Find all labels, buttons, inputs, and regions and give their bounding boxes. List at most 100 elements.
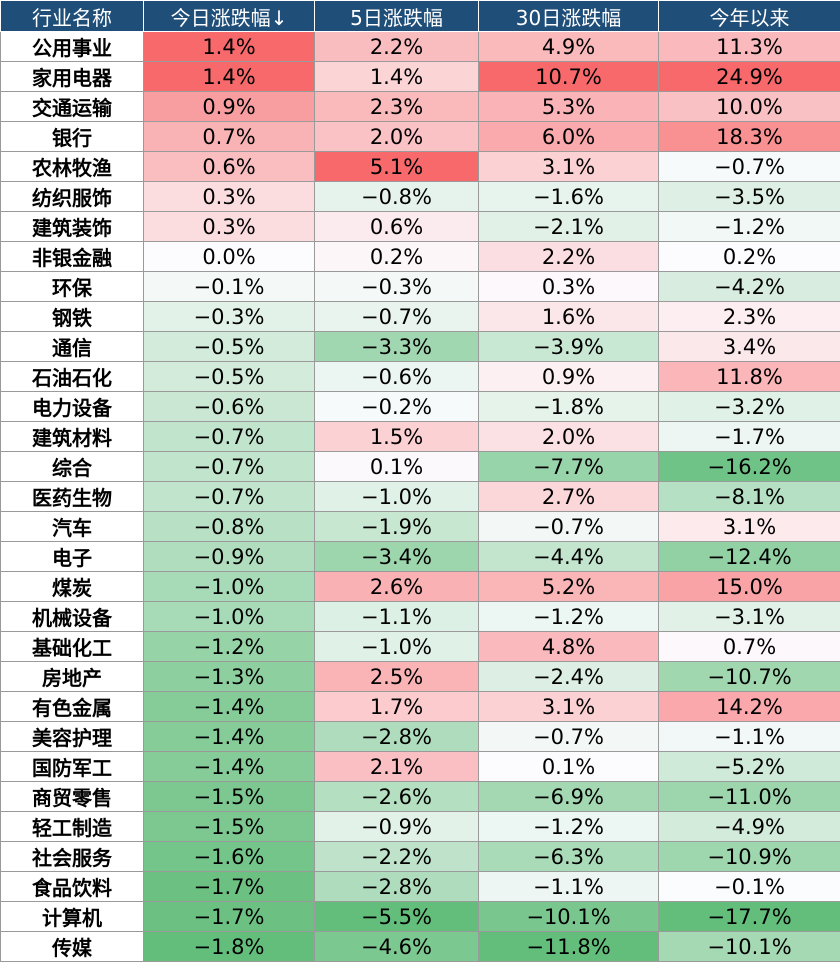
cell-ytd-change: −4.2% (659, 272, 840, 302)
cell-5day-change: −5.5% (315, 902, 479, 932)
industry-name-cell: 计算机 (1, 902, 144, 932)
table-row: 煤炭−1.0%2.6%5.2%15.0% (1, 572, 840, 602)
column-header-30day-change[interactable]: 30日涨跌幅 (479, 1, 659, 32)
industry-name-cell: 机械设备 (1, 602, 144, 632)
table-row: 建筑材料−0.7%1.5%2.0%−1.7% (1, 422, 840, 452)
industry-name-cell: 农林牧渔 (1, 152, 144, 182)
cell-30day-change: 3.1% (479, 692, 659, 722)
table-row: 石油石化−0.5%−0.6%0.9%11.8% (1, 362, 840, 392)
cell-30day-change: 4.8% (479, 632, 659, 662)
cell-ytd-change: −1.1% (659, 722, 840, 752)
column-header-5day-change[interactable]: 5日涨跌幅 (315, 1, 479, 32)
cell-5day-change: −2.8% (315, 722, 479, 752)
cell-ytd-change: −5.2% (659, 752, 840, 782)
cell-5day-change: 1.5% (315, 422, 479, 452)
cell-30day-change: 0.1% (479, 752, 659, 782)
table-row: 商贸零售−1.5%−2.6%−6.9%−11.0% (1, 782, 840, 812)
industry-name-cell: 通信 (1, 332, 144, 362)
industry-name-cell: 社会服务 (1, 842, 144, 872)
industry-name-cell: 纺织服饰 (1, 182, 144, 212)
cell-5day-change: −0.9% (315, 812, 479, 842)
cell-today-change: −1.0% (144, 602, 315, 632)
cell-today-change: −1.4% (144, 692, 315, 722)
cell-ytd-change: −17.7% (659, 902, 840, 932)
cell-5day-change: −4.6% (315, 932, 479, 962)
table-row: 综合−0.7%0.1%−7.7%−16.2% (1, 452, 840, 482)
cell-30day-change: −1.2% (479, 602, 659, 632)
cell-ytd-change: 15.0% (659, 572, 840, 602)
cell-today-change: 0.3% (144, 212, 315, 242)
cell-ytd-change: −3.2% (659, 392, 840, 422)
cell-5day-change: 2.0% (315, 122, 479, 152)
cell-5day-change: 2.6% (315, 572, 479, 602)
cell-today-change: −1.4% (144, 722, 315, 752)
table-row: 通信−0.5%−3.3%−3.9%3.4% (1, 332, 840, 362)
cell-today-change: −0.3% (144, 302, 315, 332)
table-row: 电力设备−0.6%−0.2%−1.8%−3.2% (1, 392, 840, 422)
cell-5day-change: −1.0% (315, 482, 479, 512)
cell-30day-change: −6.9% (479, 782, 659, 812)
cell-ytd-change: −12.4% (659, 542, 840, 572)
cell-ytd-change: 11.3% (659, 32, 840, 62)
cell-30day-change: 0.9% (479, 362, 659, 392)
cell-5day-change: 2.2% (315, 32, 479, 62)
cell-30day-change: −2.4% (479, 662, 659, 692)
cell-5day-change: −3.3% (315, 332, 479, 362)
cell-ytd-change: 2.3% (659, 302, 840, 332)
cell-5day-change: −3.4% (315, 542, 479, 572)
cell-today-change: 1.4% (144, 32, 315, 62)
cell-30day-change: −11.8% (479, 932, 659, 962)
cell-today-change: 0.9% (144, 92, 315, 122)
industry-name-cell: 建筑材料 (1, 422, 144, 452)
cell-today-change: −1.7% (144, 902, 315, 932)
column-header-industry[interactable]: 行业名称 (1, 1, 144, 32)
cell-5day-change: −0.7% (315, 302, 479, 332)
cell-today-change: −0.7% (144, 482, 315, 512)
cell-30day-change: −0.7% (479, 512, 659, 542)
cell-today-change: −1.0% (144, 572, 315, 602)
cell-30day-change: −0.7% (479, 722, 659, 752)
cell-ytd-change: −3.1% (659, 602, 840, 632)
cell-today-change: −0.7% (144, 422, 315, 452)
cell-30day-change: −7.7% (479, 452, 659, 482)
cell-5day-change: −0.8% (315, 182, 479, 212)
cell-ytd-change: 3.1% (659, 512, 840, 542)
cell-ytd-change: −1.2% (659, 212, 840, 242)
cell-30day-change: −3.9% (479, 332, 659, 362)
cell-5day-change: 0.2% (315, 242, 479, 272)
cell-today-change: −1.2% (144, 632, 315, 662)
industry-name-cell: 煤炭 (1, 572, 144, 602)
cell-5day-change: 5.1% (315, 152, 479, 182)
industry-name-cell: 基础化工 (1, 632, 144, 662)
cell-ytd-change: −11.0% (659, 782, 840, 812)
industry-name-cell: 汽车 (1, 512, 144, 542)
cell-30day-change: 3.1% (479, 152, 659, 182)
cell-30day-change: 2.0% (479, 422, 659, 452)
cell-30day-change: 1.6% (479, 302, 659, 332)
cell-today-change: −1.3% (144, 662, 315, 692)
cell-30day-change: −1.8% (479, 392, 659, 422)
cell-5day-change: −0.3% (315, 272, 479, 302)
cell-today-change: −0.7% (144, 452, 315, 482)
cell-today-change: −0.6% (144, 392, 315, 422)
table-row: 环保−0.1%−0.3%0.3%−4.2% (1, 272, 840, 302)
cell-today-change: −0.5% (144, 362, 315, 392)
cell-30day-change: 5.2% (479, 572, 659, 602)
column-header-ytd-change[interactable]: 今年以来 (659, 1, 840, 32)
industry-name-cell: 钢铁 (1, 302, 144, 332)
cell-ytd-change: −3.5% (659, 182, 840, 212)
cell-30day-change: 5.3% (479, 92, 659, 122)
cell-today-change: −1.5% (144, 812, 315, 842)
table-row: 国防军工−1.4%2.1%0.1%−5.2% (1, 752, 840, 782)
cell-ytd-change: −10.1% (659, 932, 840, 962)
cell-ytd-change: −0.1% (659, 872, 840, 902)
cell-today-change: −1.4% (144, 752, 315, 782)
cell-30day-change: −6.3% (479, 842, 659, 872)
industry-name-cell: 美容护理 (1, 722, 144, 752)
column-header-today-change[interactable]: 今日涨跌幅↓ (144, 1, 315, 32)
table-row: 计算机−1.7%−5.5%−10.1%−17.7% (1, 902, 840, 932)
